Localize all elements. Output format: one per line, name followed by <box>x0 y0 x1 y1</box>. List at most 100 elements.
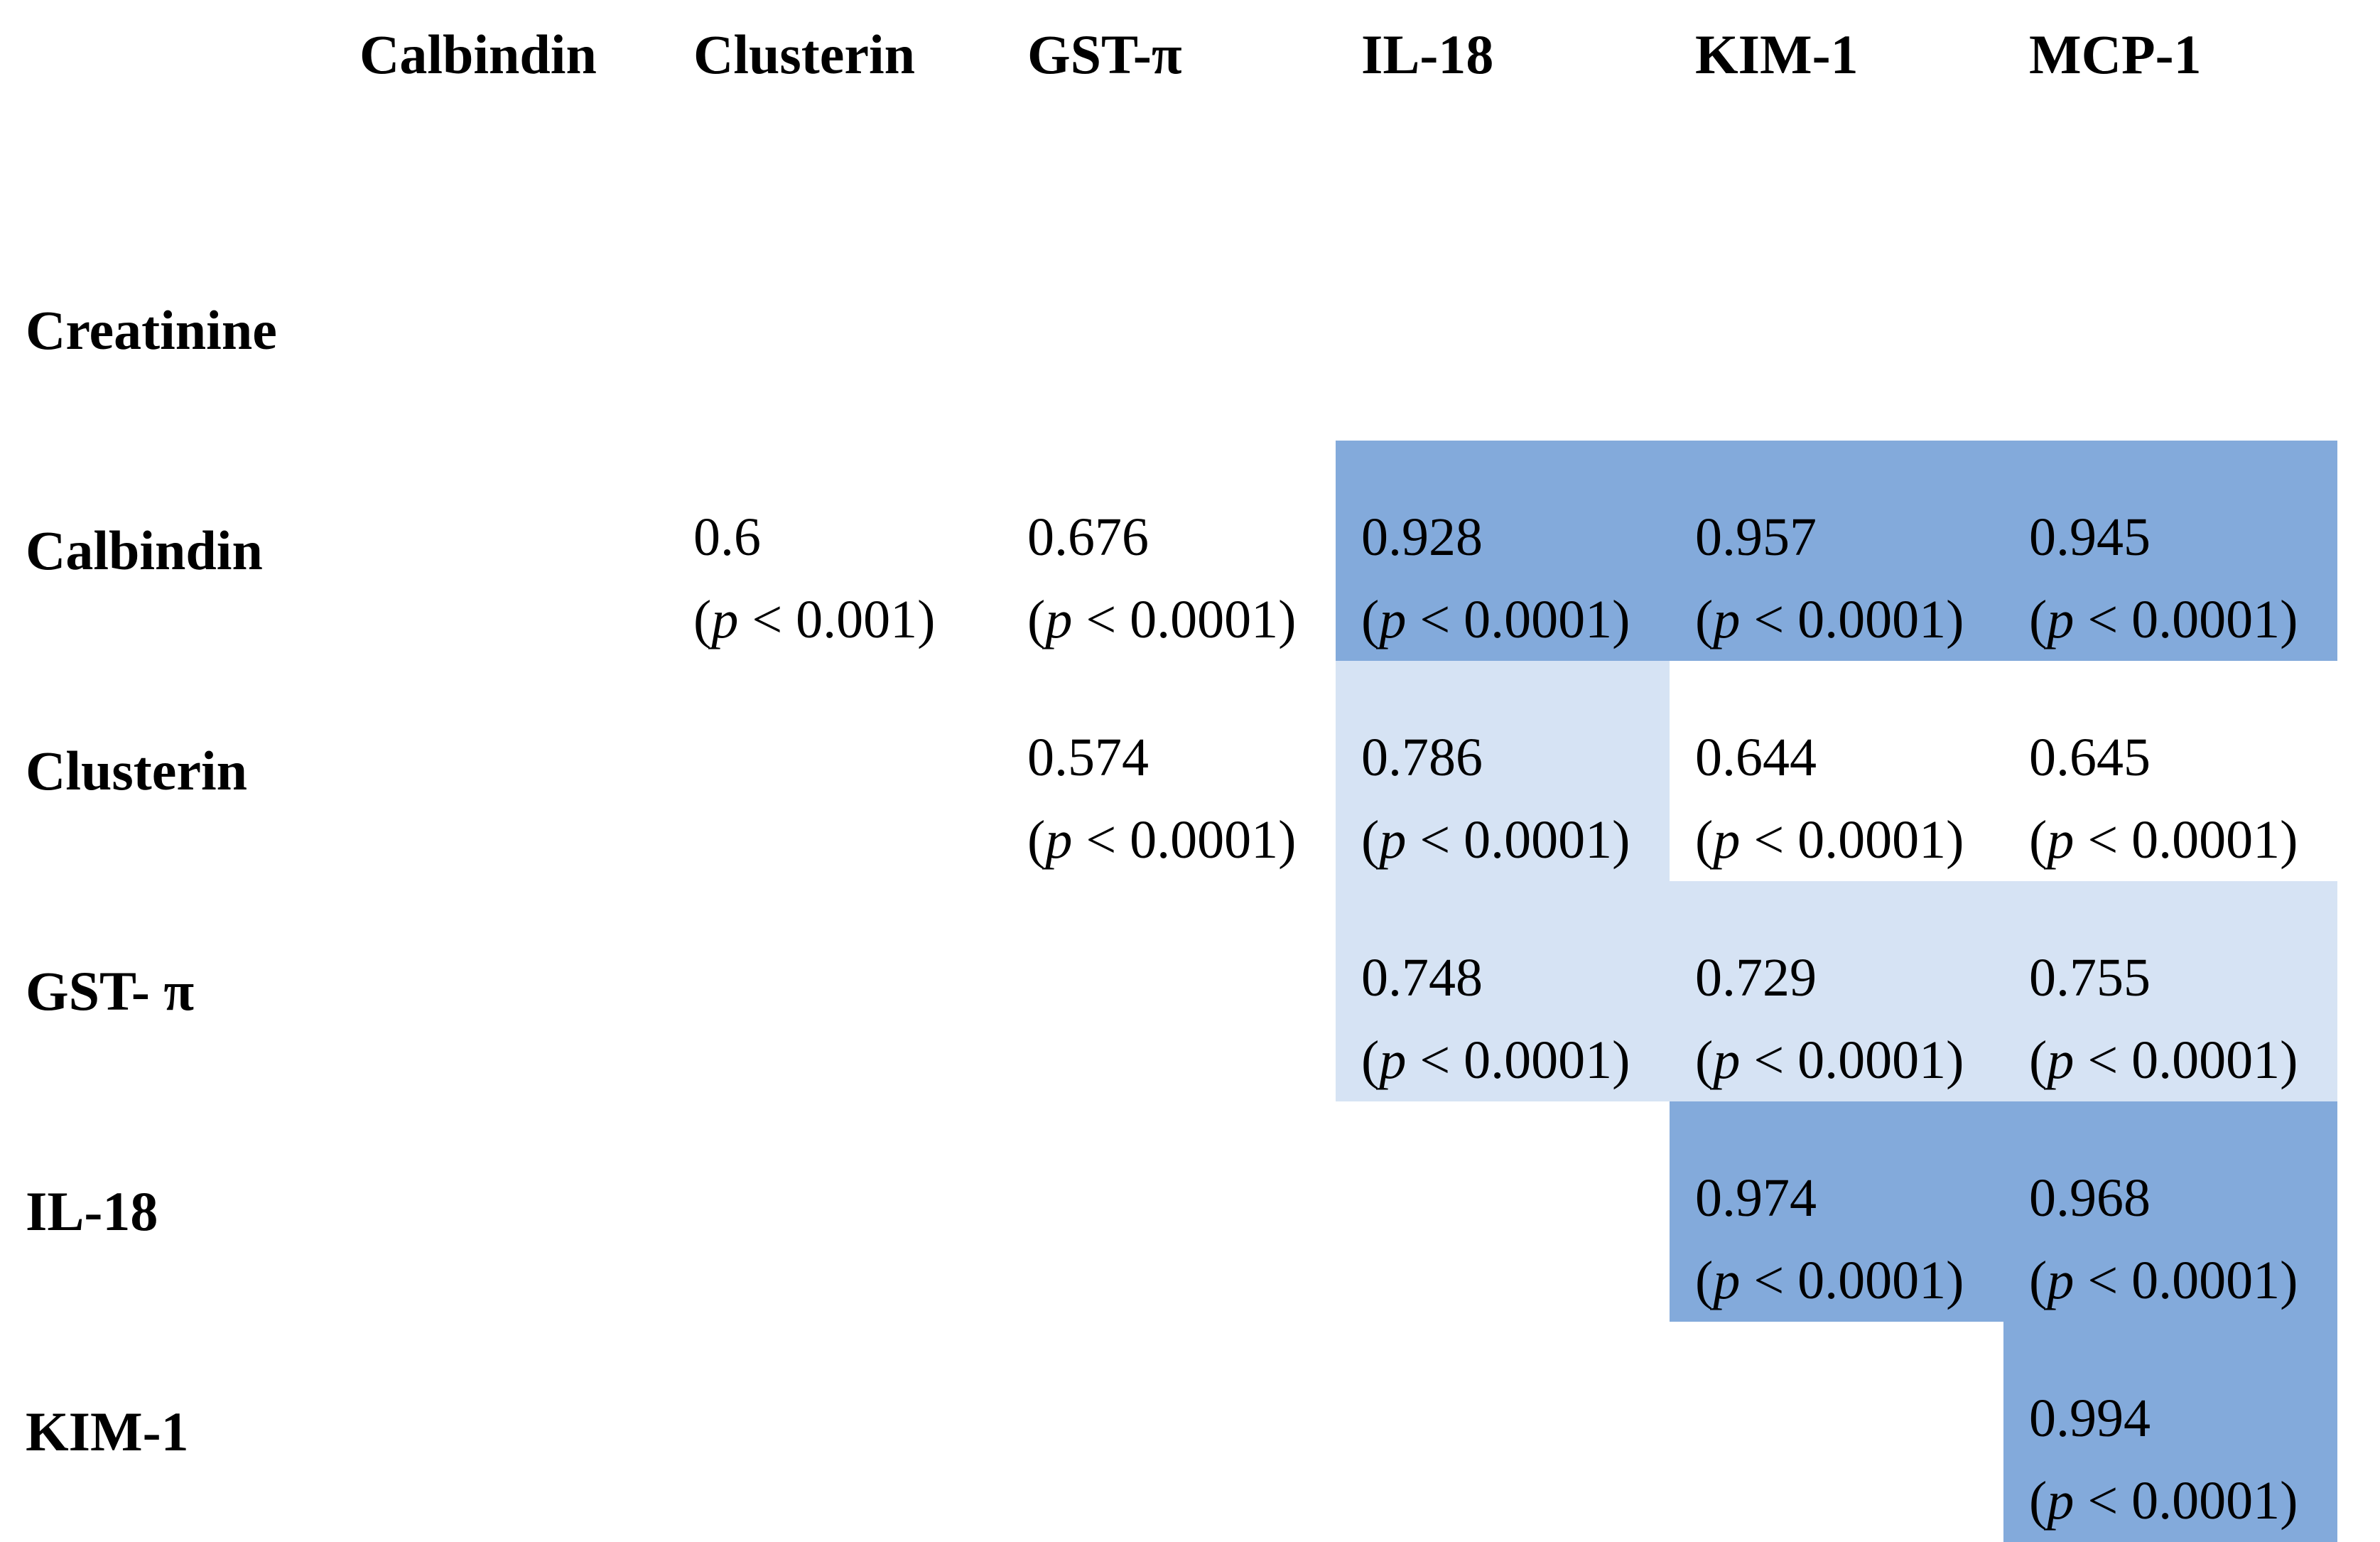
p-open-paren: ( <box>1361 810 1380 870</box>
row-header-label: IL-18 <box>26 1180 158 1242</box>
correlation-value: 0.748 <box>1361 948 1483 1008</box>
empty-cell <box>1336 1101 1670 1322</box>
empty-cell <box>668 881 1002 1101</box>
correlation-cell: 0.748 (p < 0.0001) <box>1336 881 1670 1101</box>
p-value-line: (p < 0.0001) <box>1695 1239 2003 1322</box>
correlation-cell: 0.957 (p < 0.0001) <box>1670 441 2003 661</box>
p-open-paren: ( <box>693 590 712 649</box>
correlation-cell: 0.676 (p < 0.0001) <box>1002 441 1336 661</box>
p-value: < 0.0001) <box>1086 590 1297 649</box>
p-value: < 0.0001) <box>1419 590 1630 649</box>
p-value-line: (p < 0.0001) <box>1361 578 1670 661</box>
correlation-value: 0.994 <box>2029 1389 2151 1448</box>
p-value-line: (p < 0.0001) <box>2029 1019 2337 1101</box>
p-value-line: (p < 0.001) <box>693 578 1002 661</box>
correlation-value: 0.574 <box>1027 728 1149 787</box>
correlation-value: 0.945 <box>2029 507 2151 567</box>
p-symbol: p <box>2047 590 2075 649</box>
p-value-line: (p < 0.0001) <box>1027 799 1336 881</box>
column-header: Calbindin <box>359 23 597 85</box>
p-value-line: (p < 0.0001) <box>1695 578 2003 661</box>
correlation-value: 0.974 <box>1695 1168 1817 1228</box>
p-open-paren: ( <box>1695 1251 1714 1310</box>
correlation-value: 0.968 <box>2029 1168 2151 1228</box>
p-symbol: p <box>1713 810 1741 870</box>
empty-cell <box>668 220 1002 441</box>
correlation-value: 0.676 <box>1027 507 1149 567</box>
row-header-label: GST- π <box>26 960 195 1022</box>
empty-cell <box>1670 220 2003 441</box>
p-symbol: p <box>1379 810 1407 870</box>
p-symbol: p <box>711 590 739 649</box>
correlation-cell: 0.645 (p < 0.0001) <box>2003 661 2337 881</box>
p-symbol: p <box>1045 810 1073 870</box>
p-value-line: (p < 0.0001) <box>2029 1460 2337 1542</box>
p-symbol: p <box>2047 810 2075 870</box>
empty-cell <box>334 1101 668 1322</box>
empty-cell <box>334 881 668 1101</box>
empty-cell <box>1336 220 1670 441</box>
correlation-cell: 0.994 (p < 0.0001) <box>2003 1322 2337 1542</box>
p-value: < 0.0001) <box>1419 1030 1630 1090</box>
p-value: < 0.0001) <box>1753 1251 1964 1310</box>
correlation-table-page: Calbindin Clusterin GST-π IL-18 KIM-1 MCP-1 Cr… <box>26 23 2337 1542</box>
p-open-paren: ( <box>1027 590 1046 649</box>
p-value-line: (p < 0.0001) <box>1027 578 1336 661</box>
correlation-cell: 0.574 (p < 0.0001) <box>1002 661 1336 881</box>
correlation-value: 0.729 <box>1695 948 1817 1008</box>
p-symbol: p <box>2047 1471 2075 1531</box>
row-header-label: Creatinine <box>26 299 277 361</box>
p-value: < 0.0001) <box>1086 810 1297 870</box>
row-header-label: KIM-1 <box>26 1401 189 1462</box>
p-value-line: (p < 0.0001) <box>1361 1019 1670 1101</box>
row-header: IL-18 <box>0 1101 334 1322</box>
correlation-value: 0.644 <box>1695 728 1817 787</box>
p-value-line: (p < 0.0001) <box>2029 1239 2337 1322</box>
p-symbol: p <box>1379 590 1407 649</box>
correlation-cell: 0.974 (p < 0.0001) <box>1670 1101 2003 1322</box>
p-open-paren: ( <box>1695 1030 1714 1090</box>
row-header: Clusterin <box>0 661 334 881</box>
p-value: < 0.0001) <box>2087 1030 2298 1090</box>
empty-cell <box>668 661 1002 881</box>
row-header-label: Calbindin <box>26 519 263 581</box>
column-header: GST-π <box>1027 23 1182 85</box>
row-header: Creatinine <box>0 220 334 441</box>
p-value-line: (p < 0.0001) <box>1361 799 1670 881</box>
p-open-paren: ( <box>1361 590 1380 649</box>
p-open-paren: ( <box>2029 810 2048 870</box>
p-symbol: p <box>2047 1030 2075 1090</box>
empty-cell <box>334 220 668 441</box>
p-symbol: p <box>1045 590 1073 649</box>
p-symbol: p <box>2047 1251 2075 1310</box>
p-value: < 0.0001) <box>2087 1251 2298 1310</box>
p-value: < 0.0001) <box>1419 810 1630 870</box>
p-value-line: (p < 0.0001) <box>1695 1019 2003 1101</box>
p-symbol: p <box>1379 1030 1407 1090</box>
correlation-value: 0.957 <box>1695 507 1817 567</box>
correlation-value: 0.6 <box>693 507 761 567</box>
p-symbol: p <box>1713 1030 1741 1090</box>
p-value: < 0.0001) <box>2087 810 2298 870</box>
row-header: KIM-1 <box>0 1322 334 1542</box>
row-header: GST- π <box>0 881 334 1101</box>
correlation-cell: 0.755 (p < 0.0001) <box>2003 881 2337 1101</box>
p-value-line: (p < 0.0001) <box>2029 578 2337 661</box>
column-header: KIM-1 <box>1695 23 1859 85</box>
p-value-line: (p < 0.0001) <box>2029 799 2337 881</box>
empty-cell <box>1336 1322 1670 1542</box>
empty-cell <box>1002 220 1336 441</box>
correlation-cell: 0.928 (p < 0.0001) <box>1336 441 1670 661</box>
empty-cell <box>1002 1101 1336 1322</box>
p-value: < 0.0001) <box>1753 1030 1964 1090</box>
p-value: < 0.001) <box>752 590 936 649</box>
correlation-cell: 0.968 (p < 0.0001) <box>2003 1101 2337 1322</box>
empty-cell <box>334 661 668 881</box>
table-corner <box>0 0 334 220</box>
p-open-paren: ( <box>2029 1471 2048 1531</box>
p-value-line: (p < 0.0001) <box>1695 799 2003 881</box>
p-open-paren: ( <box>1695 590 1714 649</box>
column-header: IL-18 <box>1361 23 1494 85</box>
empty-cell <box>334 441 668 661</box>
